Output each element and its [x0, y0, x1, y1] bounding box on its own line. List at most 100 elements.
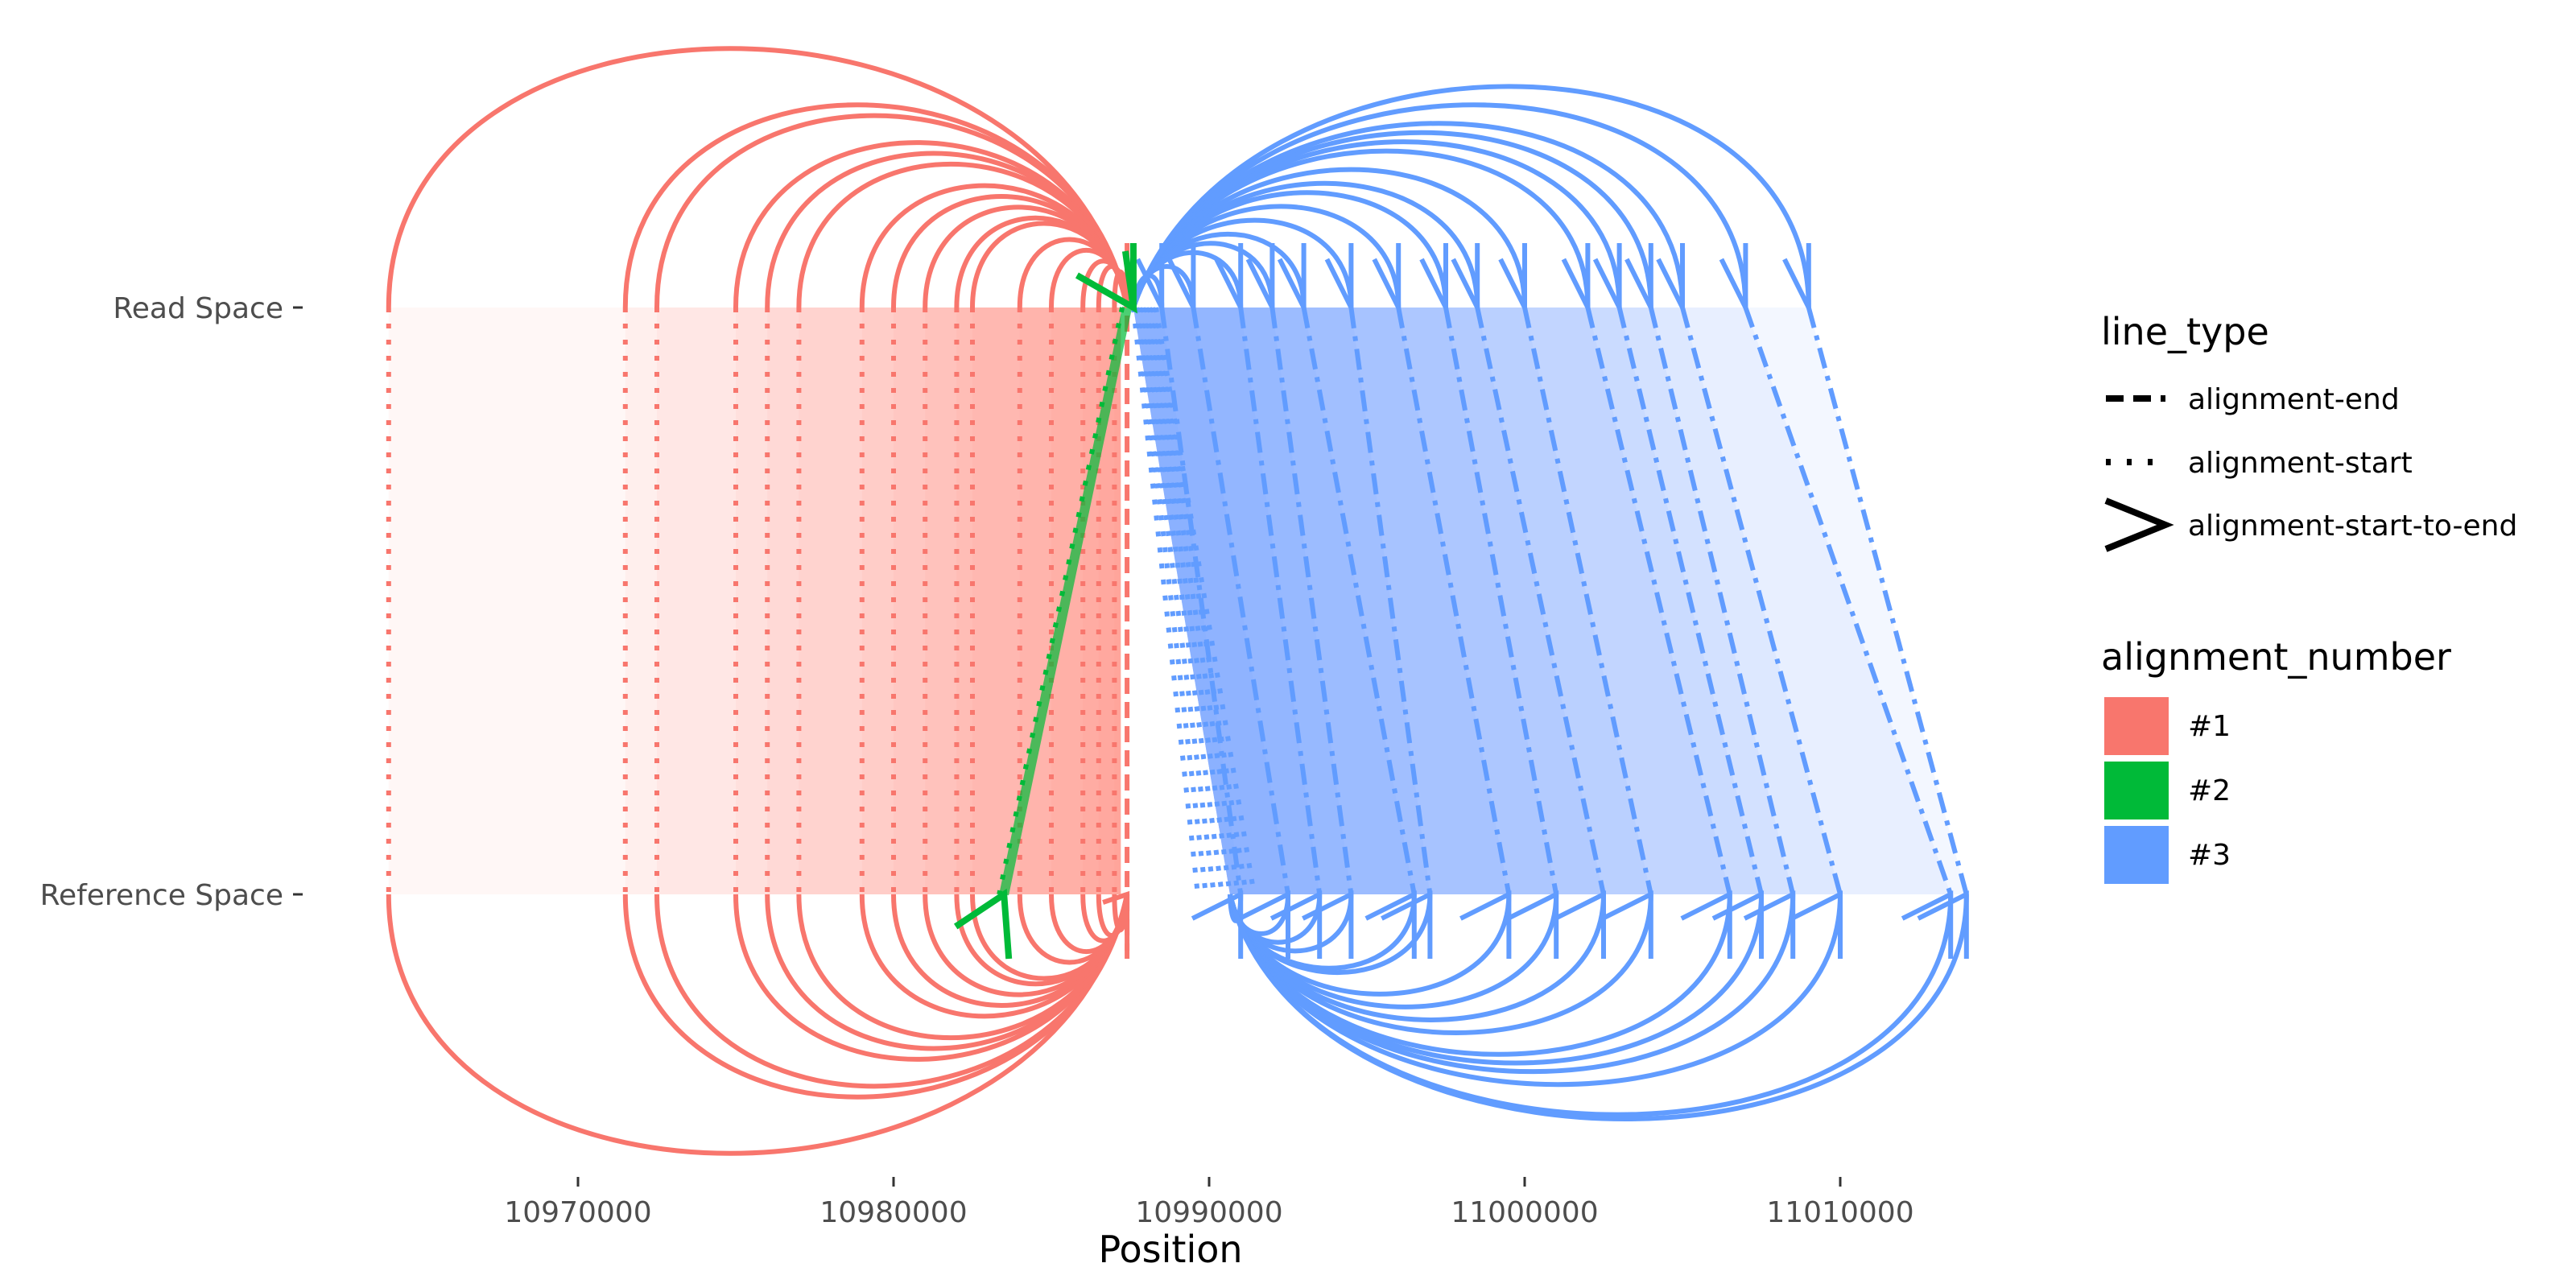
alignment-3-ref-arrowhead [1790, 890, 1843, 959]
legend-key-alignment-start-to-end [2104, 497, 2174, 552]
alignment-3-read-arrowhead [1719, 243, 1748, 309]
alignment-3-fill [1133, 308, 1509, 894]
legend-label-3: #3 [2188, 839, 2231, 872]
alignment-1-fill [1114, 308, 1121, 894]
alignment-1-read-arc [386, 46, 1130, 308]
alignment-3-read-arrowhead [1214, 243, 1244, 309]
alignment-3-ref-arrowhead [1302, 890, 1354, 959]
legend-line-type: line_type alignment-end alignment-start … [2101, 310, 2517, 552]
alignment-3-end-line [1159, 307, 1244, 895]
alignment-3-ref-arc [1228, 894, 1843, 1088]
alignment-3-start-line [1137, 307, 1216, 895]
alignment-3-fill [1133, 308, 1794, 894]
alignment-3-read-arrowhead [1624, 243, 1653, 309]
alignment-3-ref-arrowhead [1381, 890, 1433, 959]
alignment-3-read-arrowhead [1782, 243, 1811, 309]
alignment-3-end-line [1269, 307, 1354, 895]
legend-title-line-type: line_type [2101, 310, 2269, 353]
alignment-3-ref-arrowhead [1191, 890, 1244, 959]
alignment-3-fill [1133, 308, 1761, 894]
alignment-3-ref-arrowhead [1601, 890, 1653, 959]
alignment-3-read-arc [1131, 84, 1811, 308]
alignment-3-ref-arrowhead [1459, 890, 1512, 959]
alignment-3-fill [1133, 308, 1840, 894]
alignment-3-end-line [1475, 307, 1606, 895]
x-axis-label: Position [1098, 1228, 1242, 1271]
legend-title-alignment-number: alignment_number [2101, 635, 2451, 679]
alignment-2-ref-arrowhead [953, 888, 1013, 960]
alignment-3-fill [1133, 308, 1414, 894]
legend-label-2: #2 [2188, 774, 2231, 807]
alignment-2-start-line [997, 307, 1125, 895]
alignment-3-fill [1133, 308, 1730, 894]
alignment-2-read-arrowhead [1075, 250, 1138, 314]
alignment-3-end-line [1585, 307, 1732, 895]
x-tick-label: 10990000 [1135, 1196, 1282, 1229]
alignment-3-ref-arrowhead [1506, 890, 1559, 959]
alignment-1-fill [972, 308, 1121, 894]
alignment-3-end-line [1522, 307, 1653, 895]
alignment-3-end-line [1301, 307, 1417, 895]
legend-label-alignment-start-to-end: alignment-start-to-end [2188, 510, 2517, 543]
alignment-1-fill [625, 308, 1121, 894]
alignment-1-ref-arc [654, 894, 1130, 1089]
alignment-3-end-line [1806, 307, 1969, 895]
alignment-3-read-arrowhead [1245, 243, 1275, 309]
legend-swatch-1 [2104, 697, 2169, 755]
alignment-1-ref-arc [386, 894, 1130, 1156]
alignment-3-read-arrowhead [1451, 243, 1480, 309]
alignment-3-ref-arrowhead [1269, 890, 1323, 959]
legend-swatch-2 [2104, 762, 2169, 819]
alignment-3-ref-arrowhead [1238, 890, 1290, 959]
alignment-1-fill [388, 308, 1121, 894]
alignment-3-read-arrowhead [1372, 243, 1402, 309]
alignment-3-start-line [1140, 307, 1224, 895]
alignment-3-start-line [1146, 307, 1241, 895]
alignment-3-read-arrowhead [1324, 243, 1354, 309]
alignment-3-ref-arrowhead [1711, 890, 1764, 959]
alignment-3-end-line [1680, 307, 1843, 895]
alignment-3-ref-arrowhead [1554, 890, 1606, 959]
legend-alignment-number: alignment_number #1 #2 #3 [2101, 635, 2451, 884]
alignment-3-ref-arrowhead [1917, 890, 1969, 959]
alignment-3-end-line [1396, 307, 1512, 895]
alignment-3-start-line [1130, 307, 1200, 895]
alignment-1-read-arc [654, 113, 1130, 308]
alignment-3-end-line [1238, 307, 1323, 895]
alignment-3-ref-arrowhead [1680, 890, 1732, 959]
alignment-3-fill [1133, 308, 1604, 894]
alignment-3-ref-arc [1228, 894, 1969, 1122]
x-tick-label: 11000000 [1451, 1196, 1598, 1229]
alignment-3-fill [1133, 308, 1967, 894]
alignment-3-read-arrowhead [1561, 243, 1591, 309]
alignment-1-fill [956, 308, 1121, 894]
alignment-3-end-line [1348, 307, 1433, 895]
alignment-3-read-arrowhead [1277, 243, 1307, 309]
alignment-3-end-line [1616, 307, 1764, 895]
alignment-3-ref-arrowhead [1901, 890, 1954, 959]
alignment-3-end-line [1648, 307, 1796, 895]
alignment-2-line [999, 306, 1132, 896]
alignment-arcs [386, 46, 1969, 1156]
alignment-3-read-arrowhead [1166, 243, 1196, 309]
alignment-3-start-line [1133, 307, 1208, 895]
legend-label-alignment-end: alignment-end [2188, 383, 2400, 416]
x-tick-label: 10980000 [819, 1196, 967, 1229]
alignment-3-read-arrowhead [1419, 243, 1448, 309]
alignment-3-end-line [1443, 307, 1559, 895]
alignment-1-fill [861, 308, 1121, 894]
alignment-3-start-line [1153, 307, 1257, 895]
y-axis: Read Space Reference Space [40, 292, 303, 912]
x-axis: 10970000 10980000 10990000 11000000 11010000 [504, 1177, 1914, 1229]
alignment-3-start-line [1143, 307, 1232, 895]
alignment-lines [386, 243, 1969, 959]
alignment-3-end-line [1191, 307, 1290, 895]
alignment-3-fill [1133, 308, 1557, 894]
y-tick-reference-space: Reference Space [40, 879, 283, 912]
alignment-3-read-arrowhead [1592, 243, 1622, 309]
alignment-3-start-line [1150, 307, 1249, 895]
legend-swatch-3 [2104, 826, 2169, 884]
alignment-3-read-arrowhead [1498, 243, 1527, 309]
x-tick-label: 11010000 [1766, 1196, 1913, 1229]
